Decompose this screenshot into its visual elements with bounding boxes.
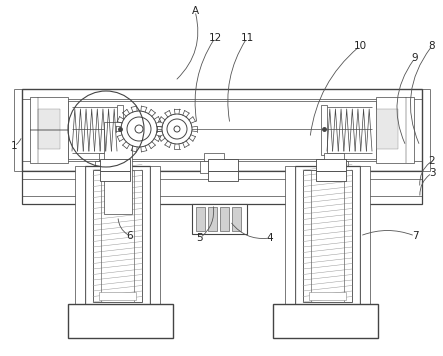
Bar (303, 170, 352, 302)
Text: A: A (191, 6, 198, 16)
Bar (232, 207, 241, 231)
Bar (22, 89, 422, 171)
Text: 12: 12 (208, 33, 222, 43)
Circle shape (174, 126, 180, 132)
Text: 9: 9 (412, 53, 418, 63)
Bar (316, 159, 346, 171)
Bar (208, 171, 238, 181)
Bar (100, 159, 130, 171)
Bar (85, 166, 150, 306)
Bar (99, 153, 119, 161)
Bar (150, 166, 160, 306)
Text: 5: 5 (197, 233, 203, 243)
Bar (316, 171, 346, 181)
Bar (320, 161, 348, 173)
Bar (38, 109, 60, 149)
Bar (196, 207, 205, 231)
Circle shape (121, 111, 157, 147)
Bar (285, 166, 295, 306)
Bar (75, 166, 85, 306)
Bar (200, 204, 228, 214)
Text: 6: 6 (127, 231, 133, 241)
Bar (204, 153, 224, 161)
Bar (99, 292, 136, 300)
Bar (192, 204, 247, 234)
Bar (295, 166, 360, 306)
Bar (220, 207, 229, 231)
Bar (30, 97, 68, 163)
Bar (208, 159, 238, 171)
Circle shape (167, 119, 187, 139)
Circle shape (135, 125, 143, 133)
Bar (100, 171, 130, 181)
Bar (321, 105, 327, 155)
Text: 3: 3 (429, 168, 435, 178)
Text: 10: 10 (354, 41, 366, 51)
Bar (117, 105, 123, 155)
Bar (273, 304, 378, 338)
Bar (104, 122, 132, 214)
Text: 2: 2 (429, 156, 435, 166)
Text: 11: 11 (241, 33, 254, 43)
Bar (22, 171, 422, 204)
Bar (93, 170, 142, 302)
Bar (68, 101, 376, 159)
Text: 8: 8 (429, 41, 435, 51)
Text: 7: 7 (412, 231, 418, 241)
Bar (95, 204, 123, 214)
Bar (309, 292, 346, 300)
Circle shape (162, 114, 192, 144)
Bar (324, 153, 344, 161)
Bar (320, 204, 348, 214)
Bar (376, 97, 414, 163)
Bar (360, 166, 370, 306)
Bar (208, 207, 217, 231)
Bar (68, 304, 173, 338)
Text: 4: 4 (267, 233, 273, 243)
Bar (376, 109, 398, 149)
Bar (200, 161, 228, 173)
Text: 1: 1 (11, 141, 17, 151)
Circle shape (127, 117, 151, 141)
Bar (95, 161, 123, 173)
